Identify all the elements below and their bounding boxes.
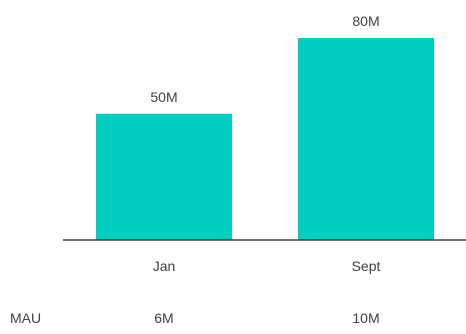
bar-sept	[298, 38, 434, 240]
bar-jan	[96, 113, 232, 240]
x-tick-label-sept: Sept	[352, 258, 381, 274]
bars-group	[96, 38, 434, 240]
bar-value-label-sept: 80M	[352, 13, 379, 29]
footer-row-value-jan: 6M	[154, 310, 173, 326]
x-tick-labels-group: Jan Sept	[153, 258, 381, 274]
footer-row-value-sept: 10M	[352, 310, 379, 326]
footer-row-values-group: 6M 10M	[154, 310, 379, 326]
bar-labels-group: 50M 80M	[150, 13, 379, 105]
bar-value-label-jan: 50M	[150, 89, 177, 105]
x-tick-label-jan: Jan	[153, 258, 176, 274]
footer-row-label: MAU	[10, 310, 41, 326]
